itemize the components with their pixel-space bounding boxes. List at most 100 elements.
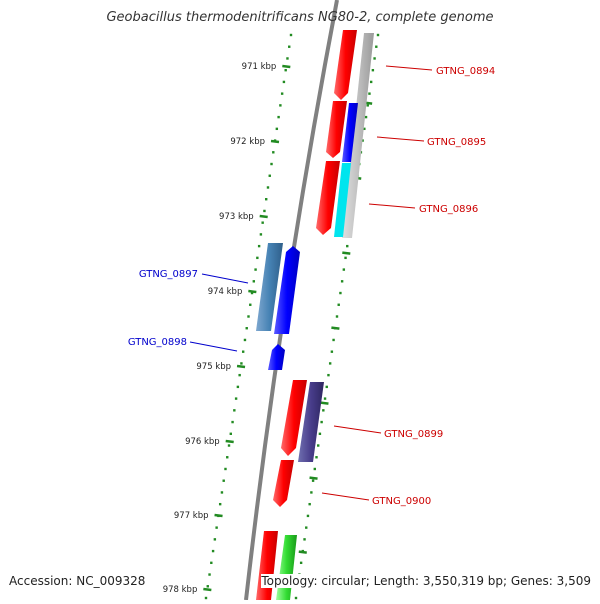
tick-dot-left <box>272 151 275 154</box>
leader-gtng-0898 <box>189 341 238 352</box>
tick-mark <box>236 364 246 369</box>
tick-mark <box>248 289 257 294</box>
tick-dot-left <box>236 385 240 389</box>
tick-dot-left <box>252 280 256 283</box>
tick-dot-left <box>218 502 222 506</box>
tick-label: 978 kbp <box>163 585 198 595</box>
tick-label: 974 kbp <box>208 287 243 297</box>
leader-gtng-0899 <box>333 425 382 434</box>
tick-dot-left <box>250 291 254 295</box>
tick-dot-left <box>204 596 208 600</box>
tick-dot-left <box>257 244 261 248</box>
gene-label-gtng-0894: GTNG_0894 <box>436 66 495 77</box>
tick-label: 973 kbp <box>219 212 254 222</box>
gene-arrow-gtng-0894 <box>334 30 357 100</box>
tick-label: 972 kbp <box>230 137 265 147</box>
tick-mark-right <box>331 326 340 330</box>
gene-arrow-gtng-0898 <box>268 344 285 370</box>
tick-dot-right <box>315 456 318 459</box>
tick-mark-right <box>320 401 329 405</box>
tick-dot-right <box>322 409 325 412</box>
tick-dot-left <box>259 233 263 236</box>
tick-mark <box>282 64 291 69</box>
tick-dot-left <box>280 92 284 95</box>
tick-dot-right <box>303 538 306 541</box>
tick-dot-left <box>243 338 247 342</box>
gene-label-gtng-0896: GTNG_0896 <box>419 204 478 215</box>
tick-dot-right <box>318 432 322 435</box>
gene-arrow-gtng-0897 <box>274 246 300 334</box>
tick-dot-left <box>282 80 286 84</box>
tick-mark-right <box>298 550 307 554</box>
tick-dot-right <box>311 479 315 482</box>
tick-dot-right <box>335 315 339 318</box>
gene-label-gtng-0898: GTNG_0898 <box>128 337 187 348</box>
tick-dot-right <box>368 92 371 95</box>
tick-dot-left <box>270 162 273 166</box>
tick-dot-left <box>224 467 227 471</box>
gene-arrow-gtng-0899 <box>281 380 307 456</box>
tick-dot-right <box>328 362 332 365</box>
tick-dot-right <box>375 45 378 48</box>
tick-dot-left <box>233 409 236 412</box>
tick-dot-right <box>299 561 303 565</box>
tick-dot-right <box>323 397 327 400</box>
tick-dot-left <box>215 526 218 529</box>
tick-dot-left <box>229 432 232 435</box>
tick-dot-left <box>210 561 213 565</box>
tick-dot-right <box>308 502 311 506</box>
gene-label-gtng-0900: GTNG_0900 <box>372 496 431 507</box>
feature-track-cyan <box>334 163 351 237</box>
tick-dot-right <box>371 68 375 72</box>
tick-label: 977 kbp <box>174 511 209 521</box>
tick-dot-right <box>361 139 364 142</box>
gene-arrow-bottom-green <box>276 535 297 600</box>
tick-mark <box>259 214 268 219</box>
tick-dot-right <box>344 256 347 260</box>
tick-dot-left <box>254 268 257 271</box>
tick-dot-left <box>220 491 224 494</box>
tick-dot-left <box>222 479 225 482</box>
tick-dot-right <box>320 420 323 424</box>
gene-arrow-gtng-0900 <box>273 460 294 507</box>
gene-arrow-gtng-0897-steel <box>256 243 283 331</box>
tick-dot-left <box>286 57 289 60</box>
gene-arrow-gtng-0895 <box>326 101 347 158</box>
tick-dot-right <box>340 280 344 283</box>
tick-dot-left <box>226 456 229 459</box>
leader-gtng-0896 <box>368 203 416 209</box>
tick-dot-left <box>227 444 231 447</box>
tick-dot-left <box>279 104 282 107</box>
tick-dot-right <box>346 244 349 248</box>
tick-dot-right <box>342 268 346 271</box>
leader-gtng-0897 <box>201 273 249 284</box>
tick-dot-right <box>376 33 380 37</box>
gene-arrow-gtng-0899-navy <box>298 382 324 462</box>
tick-dot-right <box>337 303 340 306</box>
gene-arrow-gtng-0896 <box>316 161 340 235</box>
tick-dot-left <box>249 303 252 306</box>
tick-dot-left <box>288 45 291 48</box>
tick-dot-left <box>211 549 215 553</box>
tick-dot-left <box>263 209 266 213</box>
tick-dot-right <box>325 385 328 389</box>
tick-dot-right <box>327 373 330 377</box>
tick-dot-left <box>208 573 211 576</box>
tick-dot-right <box>373 57 376 60</box>
tick-dot-right <box>305 526 308 529</box>
tick-dot-right <box>317 444 320 447</box>
tick-mark <box>270 139 280 144</box>
page-title: Geobacillus thermodenitrificans NG80-2, … <box>106 10 494 25</box>
tick-label: 976 kbp <box>185 437 220 447</box>
tick-dot-left <box>238 373 241 377</box>
tick-dot-left <box>240 362 243 365</box>
tick-dot-right <box>339 291 342 295</box>
tick-dot-left <box>266 186 270 189</box>
accession-text: Accession: NC_009328 <box>9 574 146 588</box>
tick-dot-right <box>306 514 310 518</box>
tick-dot-left <box>284 68 287 72</box>
tick-dot-right <box>330 350 334 353</box>
gene-label-gtng-0895: GTNG_0895 <box>427 137 486 148</box>
